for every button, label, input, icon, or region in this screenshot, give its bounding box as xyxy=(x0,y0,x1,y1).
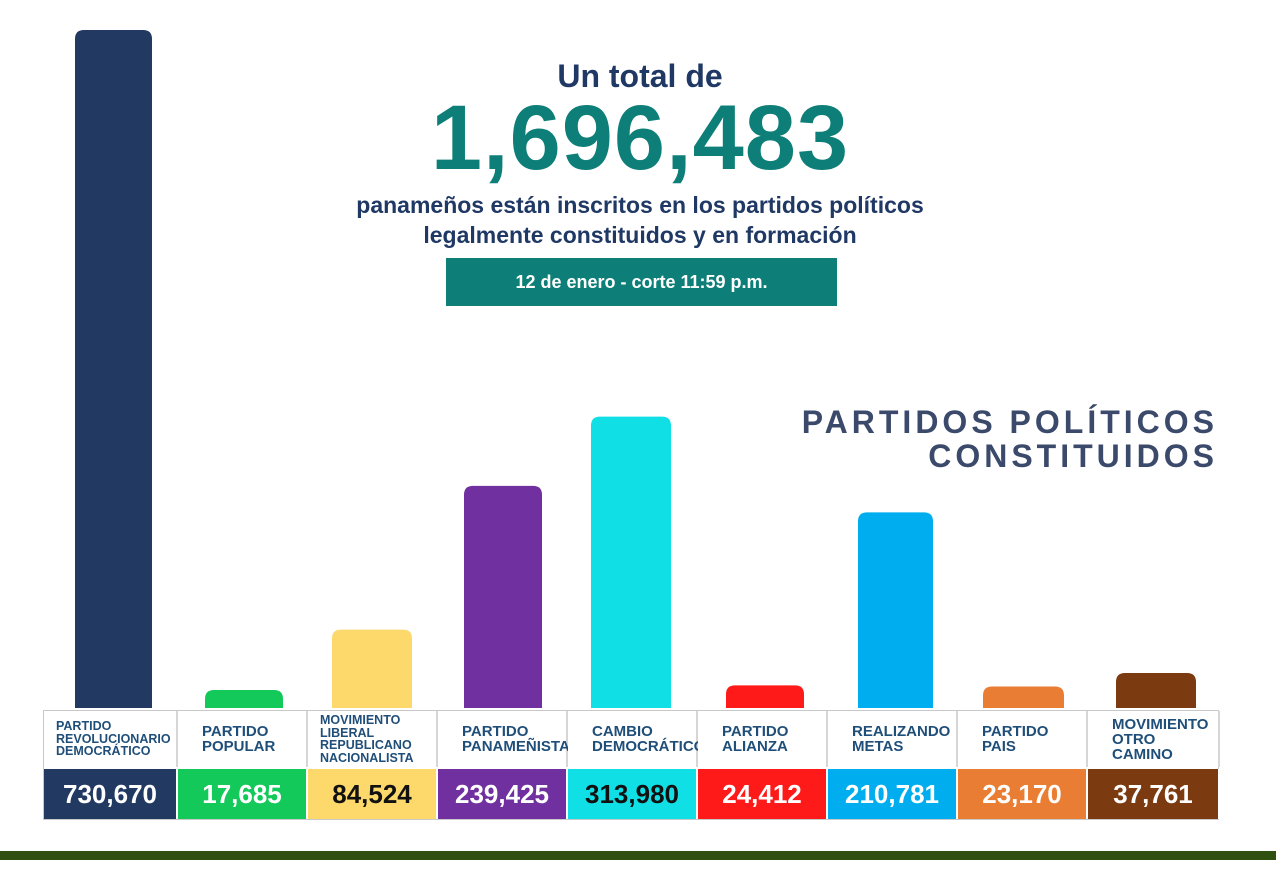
party-label-line: MOVIMIENTO xyxy=(1112,715,1209,733)
description-line-1: panameños están inscritos en los partido… xyxy=(356,192,924,218)
party-label-line: REPUBLICANO xyxy=(320,738,412,752)
date-badge: 12 de enero - corte 11:59 p.m. xyxy=(446,258,837,306)
party-label-line: ALIANZA xyxy=(722,738,788,755)
party-value-8: 23,170 xyxy=(958,769,1088,819)
party-label-text: PARTIDO REVOLUCIONARIO DEMOCRÁTICO xyxy=(56,720,171,758)
party-value-6: 24,412 xyxy=(698,769,828,819)
party-value-1: 730,670 xyxy=(44,769,178,819)
party-label-2: PARTIDO POPULAR xyxy=(178,711,308,767)
party-label-line: PARTIDO xyxy=(462,723,529,740)
party-label-line: LIBERAL xyxy=(320,725,375,740)
bar-3 xyxy=(332,629,412,708)
party-label-text: CAMBIO DEMOCRÁTICO xyxy=(592,724,705,754)
party-value-3: 84,524 xyxy=(308,769,438,819)
party-label-line: METAS xyxy=(852,738,904,755)
party-label-1: PARTIDO REVOLUCIONARIO DEMOCRÁTICO xyxy=(44,711,178,767)
party-label-3: MOVIMIENTO LIBERAL REPUBLICANO NACIONALISTA xyxy=(308,711,438,767)
party-label-line: PARTIDO xyxy=(722,723,789,740)
party-label-9: MOVIMIENTO OTRO CAMINO xyxy=(1088,711,1220,767)
party-label-text: MOVIMIENTO LIBERAL REPUBLICANO NACIONALISTA xyxy=(320,714,414,764)
party-label-8: PARTIDO PAIS xyxy=(958,711,1088,767)
party-label-5: CAMBIO DEMOCRÁTICO xyxy=(568,711,705,767)
bar-6 xyxy=(726,685,804,708)
party-label-line: PARTIDO xyxy=(56,719,112,734)
bar-8 xyxy=(983,686,1064,708)
footer-line xyxy=(0,851,1276,860)
party-label-line: REALIZANDO xyxy=(852,723,951,740)
section-title-line-1: PARTIDOS POLÍTICOS xyxy=(801,404,1218,440)
bar-9 xyxy=(1116,672,1196,708)
party-label-line: OTRO CAMINO xyxy=(1112,730,1173,763)
party-label-line: REVOLUCIONARIO xyxy=(56,731,171,746)
party-label-text: PARTIDO PAIS xyxy=(982,724,1048,754)
party-label-text: MOVIMIENTO OTRO CAMINO xyxy=(1112,717,1218,762)
party-label-text: REALIZANDO METAS xyxy=(852,724,950,754)
party-label-line: PAIS xyxy=(982,738,1016,755)
party-label-line: NACIONALISTA xyxy=(320,750,414,765)
party-label-line: PARTIDO xyxy=(982,723,1049,740)
party-value-7: 210,781 xyxy=(828,769,958,819)
party-label-line: DEMOCRÁTICO xyxy=(592,738,706,755)
party-label-line: PANAMEÑISTA xyxy=(462,738,570,755)
party-value-2: 17,685 xyxy=(178,769,308,819)
party-label-text: PARTIDO ALIANZA xyxy=(722,724,788,754)
party-label-line: POPULAR xyxy=(202,738,276,755)
bar-4 xyxy=(464,485,542,708)
party-label-line: MOVIMIENTO xyxy=(320,713,401,727)
total-count: 1,696,483 xyxy=(430,87,850,189)
party-label-line: PARTIDO xyxy=(202,723,269,740)
party-label-text: PARTIDO POPULAR xyxy=(202,724,275,754)
party-label-line: CAMBIO xyxy=(592,723,653,740)
party-value-4: 239,425 xyxy=(438,769,568,819)
party-label-text: PARTIDO PANAMEÑISTA xyxy=(462,724,570,754)
description-line-2: legalmente constituidos y en formación xyxy=(423,222,857,248)
date-text: 12 de enero - corte 11:59 p.m. xyxy=(515,271,768,292)
party-label-6: PARTIDO ALIANZA xyxy=(698,711,828,767)
party-value-9: 37,761 xyxy=(1088,769,1220,819)
party-label-7: REALIZANDO METAS xyxy=(828,711,958,767)
bar-7 xyxy=(858,512,933,708)
bar-2 xyxy=(205,690,283,708)
bar-5 xyxy=(591,416,671,708)
party-value-5: 313,980 xyxy=(568,769,698,819)
section-title-line-2: CONSTITUIDOS xyxy=(928,438,1218,474)
party-label-line: DEMOCRÁTICO xyxy=(56,744,151,759)
intro-text: Un total de xyxy=(557,58,723,94)
bar-1 xyxy=(75,30,152,708)
party-table: PARTIDO REVOLUCIONARIO DEMOCRÁTICO 730,670 P… xyxy=(43,710,1220,820)
party-label-4: PARTIDO PANAMEÑISTA xyxy=(438,711,570,767)
